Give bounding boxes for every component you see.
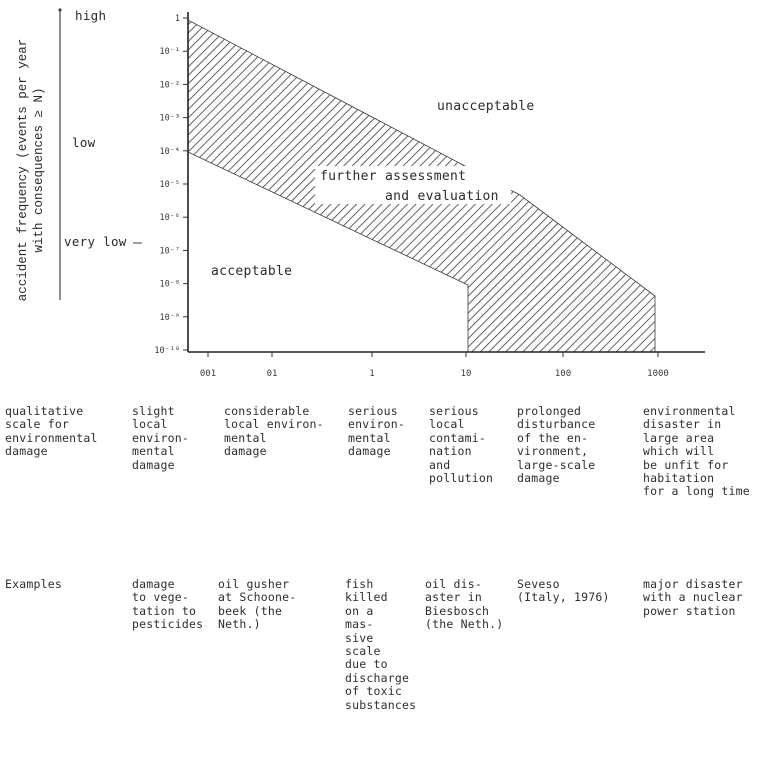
qual-level-high: high bbox=[75, 8, 106, 23]
y-tick-label: 10⁻¹ bbox=[160, 47, 180, 57]
region-label-further-line1: further assessment bbox=[320, 169, 466, 184]
y-tick-label: 1 bbox=[175, 14, 180, 24]
qual-level-low: low bbox=[72, 135, 96, 150]
damage-category-2: considerable local environ- mental damag… bbox=[224, 404, 324, 459]
qualitative-axis-top-dot bbox=[58, 8, 62, 12]
x-tick-label: 10 bbox=[461, 369, 472, 379]
y-tick-label: 10⁻⁴ bbox=[160, 147, 180, 157]
y-tick-label: 10⁻⁸ bbox=[160, 280, 180, 290]
y-tick-label: 10⁻⁷ bbox=[160, 246, 180, 256]
qual-level-very-low: very low bbox=[64, 234, 127, 249]
y-axis-label-line2: with consequences ≥ N) bbox=[32, 87, 46, 252]
region-label-acceptable: acceptable bbox=[211, 264, 292, 279]
qualitative-scale-label: qualitative scale for environmental dama… bbox=[5, 404, 98, 459]
x-tick-label: 001 bbox=[200, 369, 216, 379]
region-label-further-line2: and evaluation bbox=[385, 189, 499, 204]
damage-category-6: environmental disaster in large area whi… bbox=[643, 404, 750, 499]
example-1: damage to vege- tation to pesticides bbox=[132, 577, 204, 632]
further-label-background bbox=[315, 166, 511, 204]
x-tick-label: 1000 bbox=[647, 369, 669, 379]
y-axis-label: accident frequency (events per year bbox=[16, 39, 30, 302]
x-tick-label: 1 bbox=[369, 369, 374, 379]
example-6: major disaster with a nuclear power stat… bbox=[643, 577, 743, 618]
y-tick-label: 10⁻¹⁰ bbox=[154, 346, 180, 356]
x-tick-label: 01 bbox=[267, 369, 278, 379]
damage-category-5: prolonged disturbance of the en- vironme… bbox=[517, 404, 596, 486]
example-3: fish killed on a mas- sive scale due to … bbox=[345, 577, 417, 712]
example-4: oil dis- aster in Biesbosch (the Neth.) bbox=[425, 577, 504, 632]
y-tick-label: 10⁻⁵ bbox=[160, 180, 180, 190]
y-tick-label: 10⁻² bbox=[160, 80, 180, 90]
damage-category-3: serious environ- mental damage bbox=[348, 404, 405, 459]
y-tick-label: 10⁻⁹ bbox=[160, 313, 180, 323]
example-2: oil gusher at Schoone- beek (the Neth.) bbox=[218, 577, 297, 632]
risk-frequency-diagram: accident frequency (events per year with… bbox=[16, 8, 705, 379]
example-5: Seveso (Italy, 1976) bbox=[517, 577, 610, 605]
region-label-unacceptable: unacceptable bbox=[437, 99, 535, 114]
damage-category-4: serious local contami- nation and pollut… bbox=[429, 404, 494, 486]
y-tick-label: 10⁻³ bbox=[160, 114, 180, 124]
y-tick-label: 10⁻⁶ bbox=[160, 213, 180, 223]
examples-label: Examples bbox=[5, 577, 62, 591]
damage-category-1: slight local environ- mental damage bbox=[132, 404, 189, 472]
x-tick-label: 100 bbox=[555, 369, 571, 379]
